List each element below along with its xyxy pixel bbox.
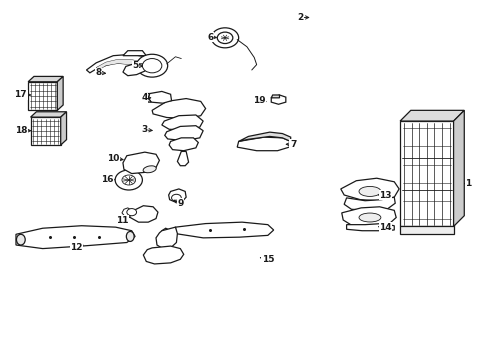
Text: 19: 19 <box>252 96 265 105</box>
Text: 16: 16 <box>101 175 113 184</box>
Text: 13: 13 <box>379 190 391 199</box>
Text: 6: 6 <box>207 33 213 42</box>
Text: 17: 17 <box>15 90 27 99</box>
Polygon shape <box>399 121 453 226</box>
Ellipse shape <box>358 213 380 222</box>
Circle shape <box>217 32 232 44</box>
Circle shape <box>211 28 238 48</box>
Polygon shape <box>30 112 66 117</box>
Text: 18: 18 <box>15 126 27 135</box>
Text: 8: 8 <box>95 68 102 77</box>
Text: 12: 12 <box>70 243 83 252</box>
Polygon shape <box>237 137 290 151</box>
Ellipse shape <box>126 231 134 242</box>
Polygon shape <box>16 226 135 249</box>
Polygon shape <box>148 91 171 103</box>
Text: 15: 15 <box>261 255 274 264</box>
Polygon shape <box>28 76 63 82</box>
Text: 10: 10 <box>107 154 119 163</box>
Polygon shape <box>162 227 175 237</box>
Polygon shape <box>399 111 463 121</box>
Polygon shape <box>271 95 279 98</box>
Text: 14: 14 <box>378 222 391 231</box>
Circle shape <box>115 170 142 190</box>
Text: 11: 11 <box>116 216 128 225</box>
Polygon shape <box>238 132 290 141</box>
Polygon shape <box>28 82 57 111</box>
Text: 9: 9 <box>177 199 183 208</box>
Polygon shape <box>340 178 398 201</box>
Ellipse shape <box>17 234 25 245</box>
Polygon shape <box>164 126 203 141</box>
Polygon shape <box>30 117 61 145</box>
Text: 7: 7 <box>289 140 296 149</box>
Circle shape <box>126 208 136 216</box>
Polygon shape <box>344 197 394 210</box>
Polygon shape <box>96 59 142 70</box>
Polygon shape <box>346 224 393 231</box>
Text: 3: 3 <box>142 126 148 135</box>
Polygon shape <box>156 227 177 249</box>
Circle shape <box>142 59 162 73</box>
Polygon shape <box>341 207 395 226</box>
Polygon shape <box>152 99 205 118</box>
Polygon shape <box>399 226 453 234</box>
Text: 2: 2 <box>297 13 303 22</box>
Polygon shape <box>122 152 159 174</box>
Polygon shape <box>57 76 63 111</box>
Polygon shape <box>144 94 151 102</box>
Polygon shape <box>271 95 285 104</box>
Polygon shape <box>61 112 66 145</box>
Circle shape <box>136 54 167 77</box>
Polygon shape <box>175 222 273 238</box>
Circle shape <box>122 175 135 185</box>
Polygon shape <box>168 189 186 202</box>
Text: 5: 5 <box>132 61 138 70</box>
Polygon shape <box>122 64 147 76</box>
Polygon shape <box>122 51 146 56</box>
Polygon shape <box>86 54 152 73</box>
Ellipse shape <box>358 186 380 197</box>
Ellipse shape <box>143 166 156 173</box>
Polygon shape <box>143 246 183 264</box>
Text: 1: 1 <box>464 179 470 188</box>
Polygon shape <box>162 115 203 130</box>
Polygon shape <box>177 152 188 166</box>
Polygon shape <box>453 111 463 226</box>
Text: 4: 4 <box>142 93 148 102</box>
Polygon shape <box>169 138 198 151</box>
Circle shape <box>171 194 181 202</box>
Polygon shape <box>128 206 158 222</box>
